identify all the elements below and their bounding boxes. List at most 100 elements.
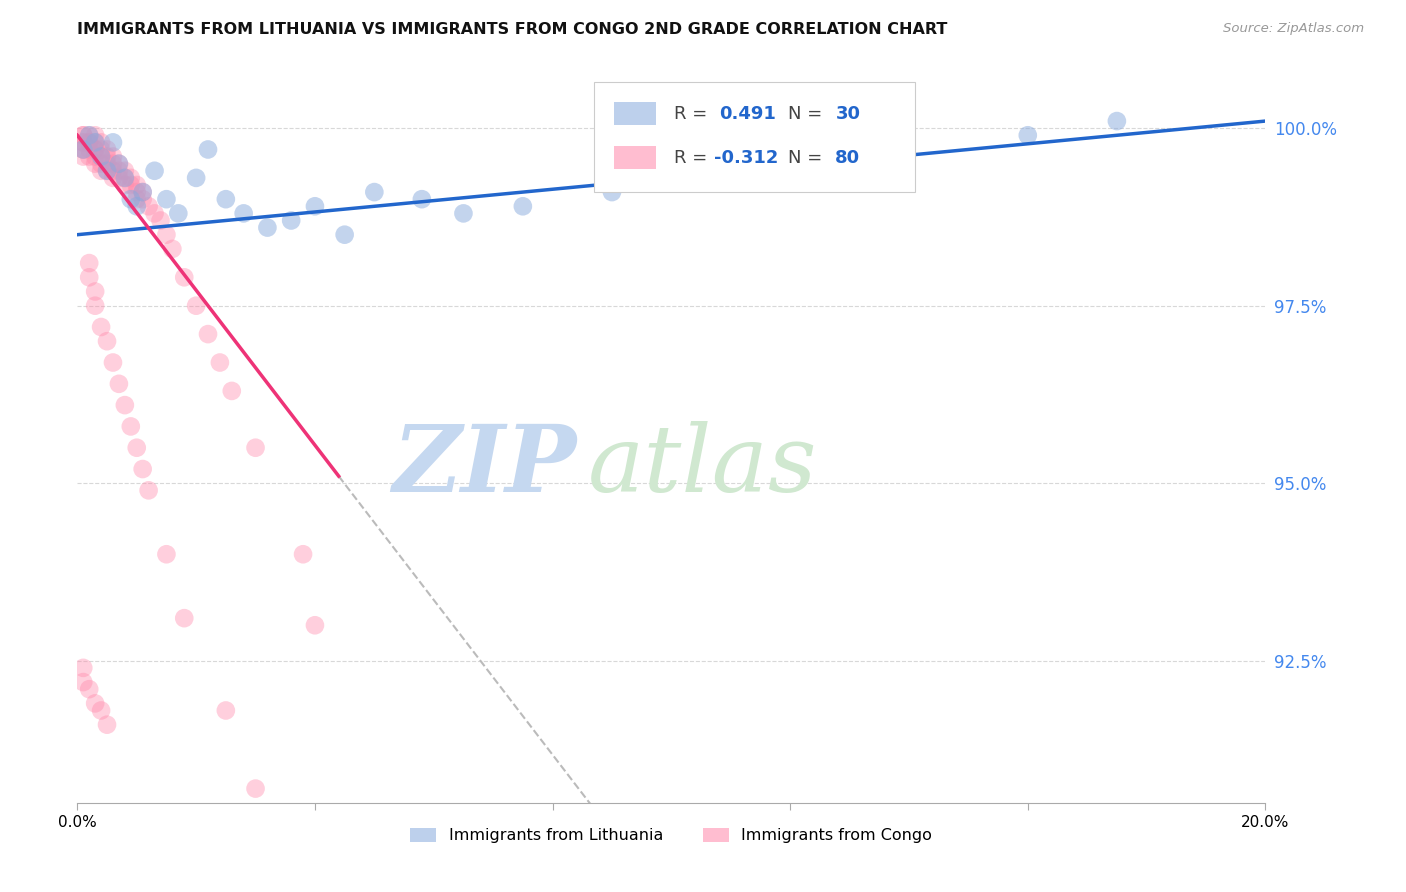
Point — [125, 192, 148, 206]
Text: 80: 80 — [835, 149, 860, 167]
Point — [90, 136, 112, 150]
Point — [304, 199, 326, 213]
Point — [363, 185, 385, 199]
Point — [84, 128, 107, 143]
Point — [120, 178, 142, 192]
Point — [292, 547, 315, 561]
Text: -0.312: -0.312 — [714, 149, 779, 167]
Point — [155, 192, 177, 206]
Point — [72, 136, 94, 150]
Point — [90, 156, 112, 170]
Point — [245, 781, 267, 796]
Point — [149, 213, 172, 227]
Point — [72, 150, 94, 164]
Point — [90, 150, 112, 164]
Point — [221, 384, 243, 398]
Point — [120, 170, 142, 185]
Point — [1105, 114, 1128, 128]
Point — [101, 170, 124, 185]
Point — [77, 128, 100, 143]
Point — [96, 334, 118, 349]
Point — [131, 192, 153, 206]
Point — [72, 143, 94, 157]
Point — [72, 128, 94, 143]
Point — [453, 206, 475, 220]
Point — [84, 299, 107, 313]
Point — [125, 199, 148, 213]
Point — [155, 547, 177, 561]
Point — [304, 618, 326, 632]
Point — [77, 136, 100, 150]
Point — [131, 462, 153, 476]
Point — [232, 206, 254, 220]
FancyBboxPatch shape — [614, 102, 657, 126]
Point — [77, 682, 100, 697]
Point — [90, 143, 112, 157]
Point — [101, 156, 124, 170]
Point — [96, 717, 118, 731]
Point — [96, 143, 118, 157]
Point — [96, 163, 118, 178]
Point — [96, 156, 118, 170]
Point — [72, 675, 94, 690]
Point — [108, 156, 131, 170]
Point — [114, 170, 136, 185]
Text: 0.491: 0.491 — [718, 104, 776, 123]
Point — [333, 227, 356, 242]
Point — [72, 143, 94, 157]
Text: atlas: atlas — [588, 421, 818, 511]
Point — [197, 327, 219, 342]
Point — [162, 242, 184, 256]
Point — [84, 150, 107, 164]
Point — [84, 136, 107, 150]
Point — [84, 697, 107, 711]
Point — [167, 206, 190, 220]
Point — [512, 199, 534, 213]
Point — [411, 192, 433, 206]
Point — [120, 192, 142, 206]
Point — [280, 213, 302, 227]
FancyBboxPatch shape — [614, 146, 657, 169]
Point — [1017, 128, 1039, 143]
Point — [215, 192, 238, 206]
Text: Source: ZipAtlas.com: Source: ZipAtlas.com — [1223, 22, 1364, 36]
Point — [77, 256, 100, 270]
Point — [101, 163, 124, 178]
Point — [155, 227, 177, 242]
Point — [90, 704, 112, 718]
Point — [143, 206, 166, 220]
Point — [90, 163, 112, 178]
Point — [138, 199, 160, 213]
Point — [108, 163, 131, 178]
Point — [84, 136, 107, 150]
Point — [131, 185, 153, 199]
Point — [131, 185, 153, 199]
Point — [72, 143, 94, 157]
Point — [77, 270, 100, 285]
Point — [108, 156, 131, 170]
Point — [84, 285, 107, 299]
Point — [173, 611, 195, 625]
Point — [101, 136, 124, 150]
Point — [256, 220, 278, 235]
Point — [90, 320, 112, 334]
Point — [186, 299, 208, 313]
Point — [77, 128, 100, 143]
Point — [72, 128, 94, 143]
Point — [101, 355, 124, 369]
FancyBboxPatch shape — [595, 82, 915, 192]
Point — [77, 136, 100, 150]
Point — [84, 143, 107, 157]
Point — [72, 661, 94, 675]
Text: ZIP: ZIP — [392, 421, 576, 511]
Text: IMMIGRANTS FROM LITHUANIA VS IMMIGRANTS FROM CONGO 2ND GRADE CORRELATION CHART: IMMIGRANTS FROM LITHUANIA VS IMMIGRANTS … — [77, 22, 948, 37]
Text: N =: N = — [787, 149, 823, 167]
Point — [96, 150, 118, 164]
Point — [96, 163, 118, 178]
Point — [77, 150, 100, 164]
Point — [114, 398, 136, 412]
Point — [125, 185, 148, 199]
Legend: Immigrants from Lithuania, Immigrants from Congo: Immigrants from Lithuania, Immigrants fr… — [404, 822, 939, 850]
Point — [114, 178, 136, 192]
Point — [72, 136, 94, 150]
